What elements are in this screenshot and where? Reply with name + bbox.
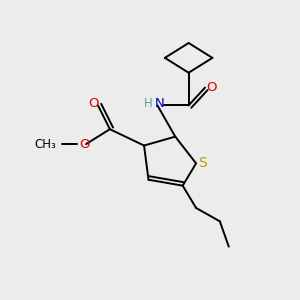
Text: CH₃: CH₃ — [34, 138, 56, 151]
Text: O: O — [206, 81, 217, 94]
Text: O: O — [88, 98, 99, 110]
Text: N: N — [155, 98, 165, 110]
Text: S: S — [198, 156, 207, 170]
Text: O: O — [80, 138, 90, 152]
Text: H: H — [144, 98, 153, 110]
